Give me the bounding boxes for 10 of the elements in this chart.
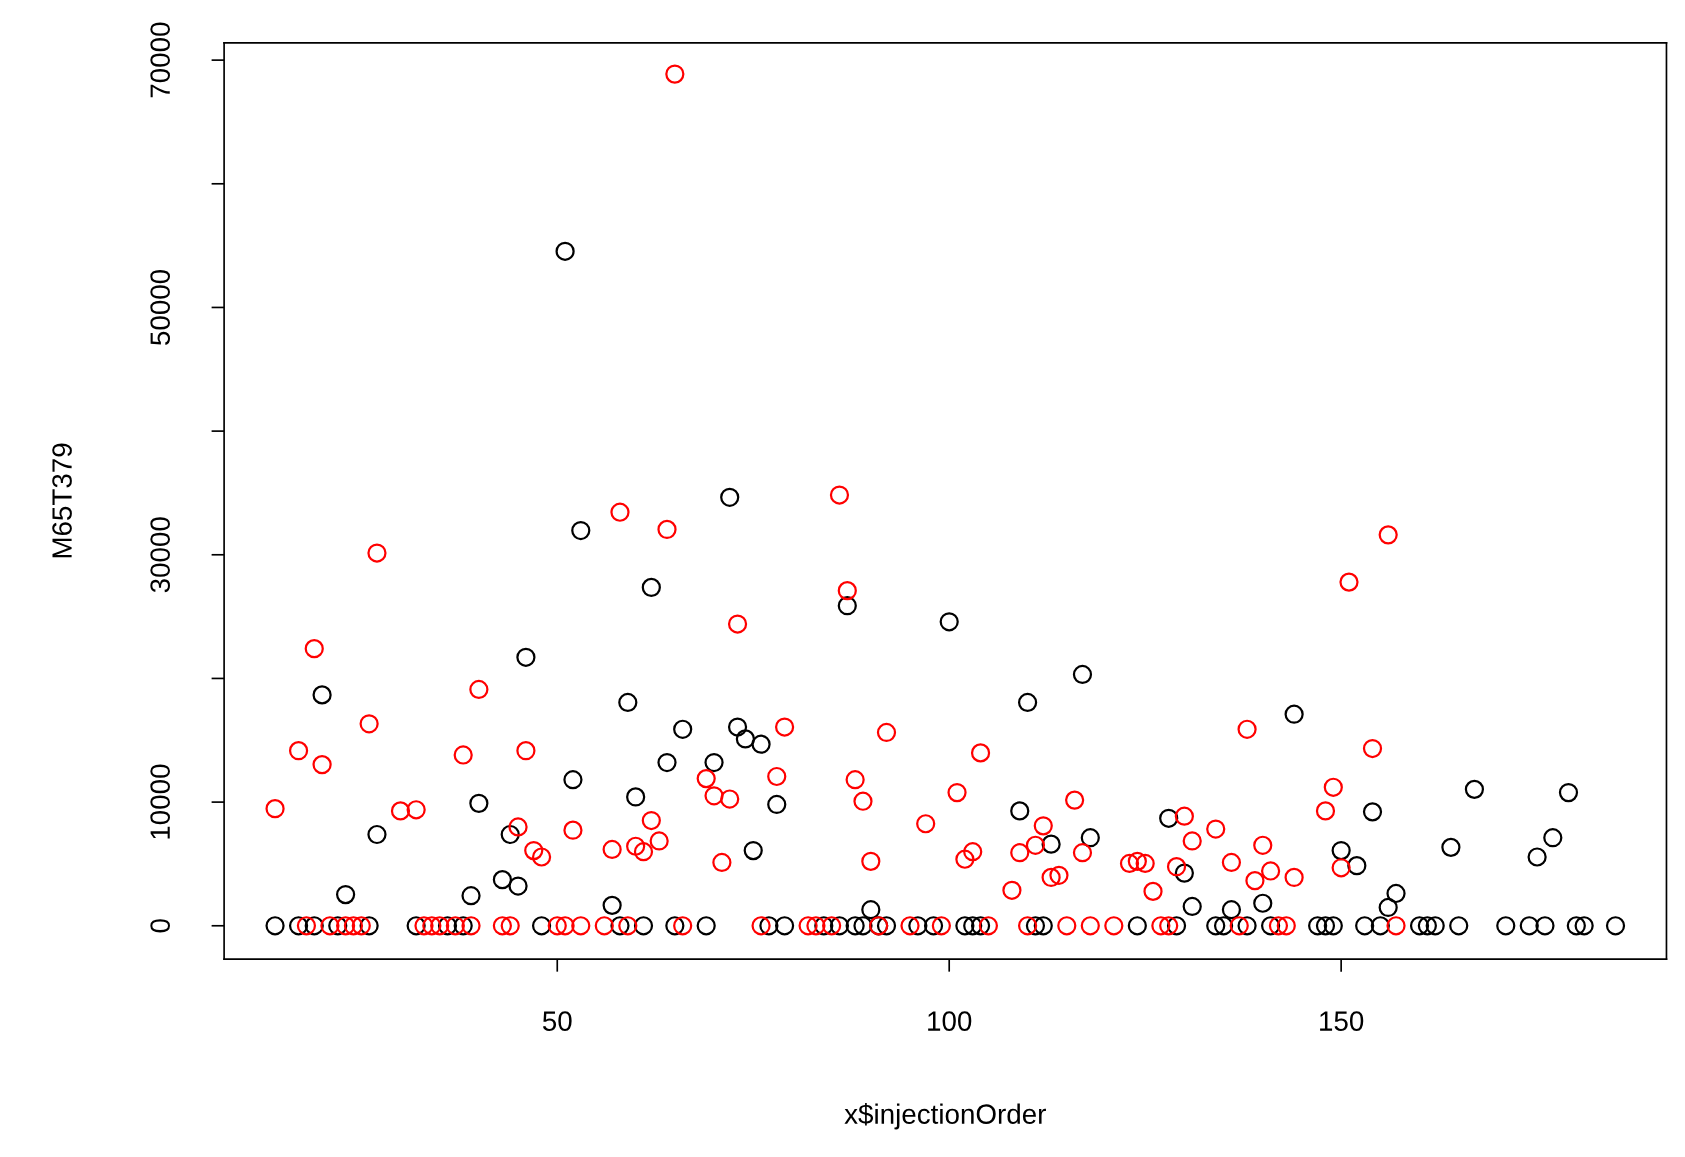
- y-tick-label: 0: [150, 919, 170, 933]
- x-tick-label: 100: [928, 1011, 972, 1031]
- y-tick-label: 10000: [150, 764, 170, 839]
- y-tick-label: 70000: [150, 22, 170, 98]
- x-axis-title: x$injectionOrder: [844, 1103, 1046, 1130]
- x-tick-label: 150: [1320, 1011, 1364, 1031]
- y-tick-label: 30000: [150, 517, 170, 593]
- y-tick-label: 50000: [150, 269, 170, 345]
- x-tick-label: 50: [542, 1011, 572, 1031]
- y-axis-title: M65T379: [52, 443, 72, 558]
